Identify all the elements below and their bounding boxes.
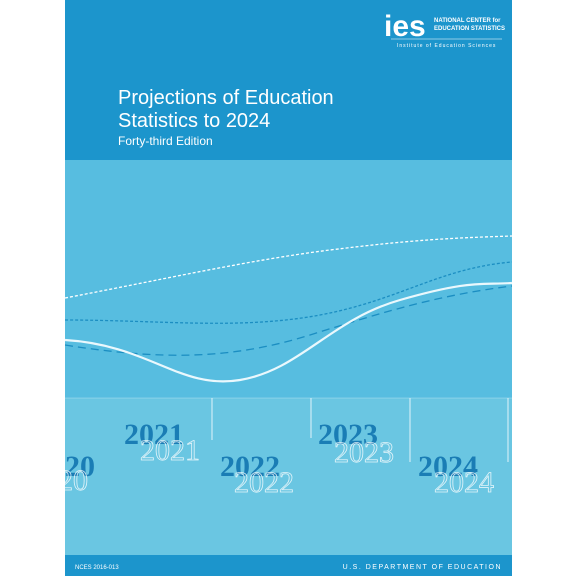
- year-echo: 2022: [234, 466, 294, 499]
- edition: Forty-third Edition: [118, 134, 213, 148]
- footer-band: [65, 555, 512, 576]
- year-echoes: 20 2021 2022 2023 2024: [58, 434, 494, 500]
- institute: Institute of Education Sciences: [397, 43, 496, 49]
- year: 20: [65, 450, 95, 483]
- center-name: EDUCATION STATISTICS: [434, 26, 505, 32]
- report-id: NCES 2016-013: [75, 565, 119, 571]
- title: Projections of Education: [118, 87, 334, 109]
- year: 2023: [318, 418, 378, 451]
- curve-dashed: [65, 285, 512, 356]
- middle-band: [65, 160, 512, 398]
- year-echo: 20: [58, 464, 88, 497]
- top-band: [65, 0, 512, 160]
- logo: ies: [384, 10, 426, 43]
- cover-art: 20 2021 2022 2023 2024 20 2021 2022 2023…: [58, 0, 512, 576]
- years: 20 2021 2022 2023 2024: [65, 418, 478, 483]
- department: U.S. DEPARTMENT OF EDUCATION: [343, 564, 502, 571]
- title: Statistics to 2024: [118, 110, 270, 132]
- year: 2024: [418, 450, 478, 483]
- year-echo: 2021: [140, 434, 200, 467]
- year-echo: 2024: [434, 466, 494, 499]
- curve-dotted-blue: [65, 261, 512, 324]
- year: 2022: [220, 450, 280, 483]
- curve-dotted: [65, 235, 512, 299]
- year-band: [65, 398, 512, 555]
- center-name: NATIONAL CENTER for: [434, 18, 501, 24]
- curve-solid: [65, 281, 512, 383]
- year-echo: 2023: [334, 436, 394, 469]
- year: 2021: [124, 418, 184, 451]
